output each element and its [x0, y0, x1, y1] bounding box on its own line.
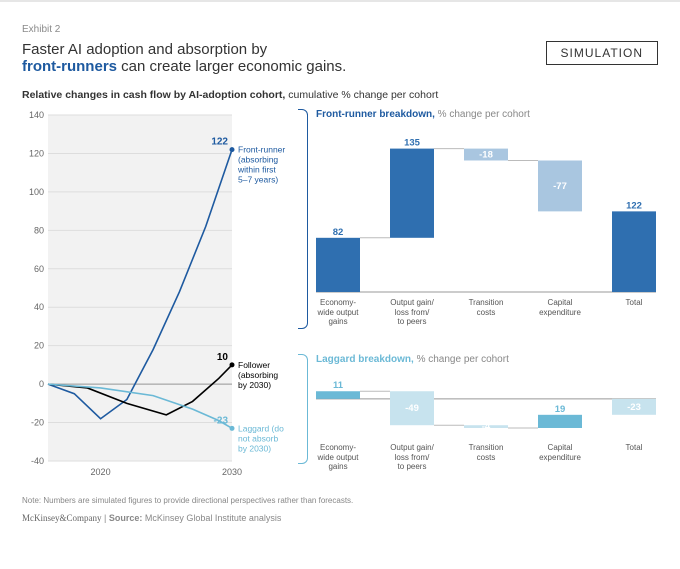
- title-line2-rest: can create larger economic gains.: [117, 58, 346, 75]
- exhibit-container: Exhibit 2 Faster AI adoption and absorpt…: [0, 0, 680, 533]
- note-text: Note: Numbers are simulated figures to p…: [22, 496, 658, 505]
- svg-text:40: 40: [34, 302, 44, 312]
- svg-text:-23: -23: [214, 415, 229, 426]
- svg-text:-23: -23: [627, 402, 641, 413]
- bracket-icon: [298, 109, 308, 329]
- subtitle: Relative changes in cash flow by AI-adop…: [22, 89, 658, 101]
- svg-text:-18: -18: [479, 150, 493, 161]
- waterfall-category: Output gain/loss from/to peers: [382, 443, 442, 472]
- svg-text:120: 120: [29, 148, 44, 158]
- svg-text:2030: 2030: [222, 467, 242, 477]
- svg-text:Front-runner: Front-runner: [238, 145, 285, 155]
- laggard-waterfall: 11 -49 -4 19 -23: [316, 371, 656, 441]
- header-row: Faster AI adoption and absorption by fro…: [22, 41, 658, 75]
- svg-text:by 2030): by 2030): [238, 443, 271, 453]
- svg-text:(absorbing: (absorbing: [238, 155, 278, 165]
- subtitle-rest: cumulative % change per cohort: [285, 89, 438, 101]
- waterfall-category: Capitalexpenditure: [530, 298, 590, 317]
- front-waterfall: 82 135 -18 -77 122: [316, 126, 656, 296]
- footer-company: McKinsey&Company: [22, 513, 102, 523]
- svg-text:60: 60: [34, 264, 44, 274]
- svg-text:100: 100: [29, 187, 44, 197]
- front-waterfall-wrap: 82135-18-77122 Economy-wide outputgainsO…: [316, 126, 658, 332]
- svg-text:Follower: Follower: [238, 360, 270, 370]
- svg-text:19: 19: [555, 404, 566, 415]
- svg-text:-20: -20: [31, 418, 44, 428]
- front-runner-block: Front-runner breakdown, % change per coh…: [298, 109, 658, 332]
- svg-text:0: 0: [39, 379, 44, 389]
- svg-text:2020: 2020: [91, 467, 111, 477]
- waterfall-category: Capitalexpenditure: [530, 443, 590, 462]
- title-line1: Faster AI adoption and absorption by: [22, 41, 346, 58]
- exhibit-label: Exhibit 2: [22, 24, 658, 35]
- title-line2: front-runners can create larger economic…: [22, 58, 346, 75]
- laggard-breakdown-title: Laggard breakdown, % change per cohort: [316, 354, 658, 365]
- line-chart: -40 -20 0 20 40 60 80 100 120 140 2020 2030 122 Front…: [22, 109, 292, 481]
- title-block: Faster AI adoption and absorption by fro…: [22, 41, 346, 75]
- waterfall-category: Total: [604, 443, 664, 453]
- svg-text:135: 135: [404, 138, 421, 149]
- waterfall-category: Transitioncosts: [456, 443, 516, 462]
- svg-text:-40: -40: [31, 456, 44, 466]
- svg-text:by 2030): by 2030): [238, 380, 271, 390]
- simulation-badge: SIMULATION: [546, 41, 658, 65]
- main-row: -40 -20 0 20 40 60 80 100 120 140 2020 2030 122 Front…: [22, 109, 658, 486]
- front-breakdown-title: Front-runner breakdown, % change per coh…: [316, 109, 658, 120]
- svg-text:Laggard (do: Laggard (do: [238, 423, 284, 433]
- svg-text:not absorb: not absorb: [238, 433, 278, 443]
- breakdown-panel: Front-runner breakdown, % change per coh…: [298, 109, 658, 486]
- svg-text:122: 122: [626, 200, 642, 211]
- waterfall-category: Economy-wide outputgains: [308, 443, 368, 472]
- laggard-block: Laggard breakdown, % change per cohort 1…: [298, 354, 658, 477]
- waterfall-category: Economy-wide outputgains: [308, 298, 368, 327]
- svg-text:within first: within first: [237, 165, 276, 175]
- line-chart-panel: -40 -20 0 20 40 60 80 100 120 140 2020 2030 122 Front…: [22, 109, 292, 486]
- footer-sep: |: [102, 513, 109, 523]
- subtitle-bold: Relative changes in cash flow by AI-adop…: [22, 89, 285, 101]
- svg-text:(absorbing: (absorbing: [238, 370, 278, 380]
- waterfall-category: Output gain/loss from/to peers: [382, 298, 442, 327]
- svg-text:5–7 years): 5–7 years): [238, 175, 278, 185]
- svg-text:11: 11: [333, 380, 344, 391]
- svg-text:10: 10: [217, 352, 229, 363]
- waterfall-category: Total: [604, 298, 664, 308]
- bracket-icon: [298, 354, 308, 464]
- footer: McKinsey&Company | Source: McKinsey Glob…: [22, 513, 658, 523]
- waterfall-category: Transitioncosts: [456, 298, 516, 317]
- svg-text:20: 20: [34, 341, 44, 351]
- svg-text:80: 80: [34, 225, 44, 235]
- svg-text:122: 122: [211, 137, 228, 148]
- svg-text:140: 140: [29, 110, 44, 120]
- footer-source-label: Source:: [109, 513, 145, 523]
- svg-text:-77: -77: [553, 181, 567, 192]
- svg-text:-4: -4: [482, 422, 491, 433]
- title-bold: front-runners: [22, 58, 117, 75]
- footer-source: McKinsey Global Institute analysis: [145, 513, 282, 523]
- svg-text:-49: -49: [405, 403, 419, 414]
- svg-text:82: 82: [333, 227, 344, 238]
- laggard-waterfall-wrap: 11-49-419-23 Economy-wide outputgainsOut…: [316, 371, 658, 477]
